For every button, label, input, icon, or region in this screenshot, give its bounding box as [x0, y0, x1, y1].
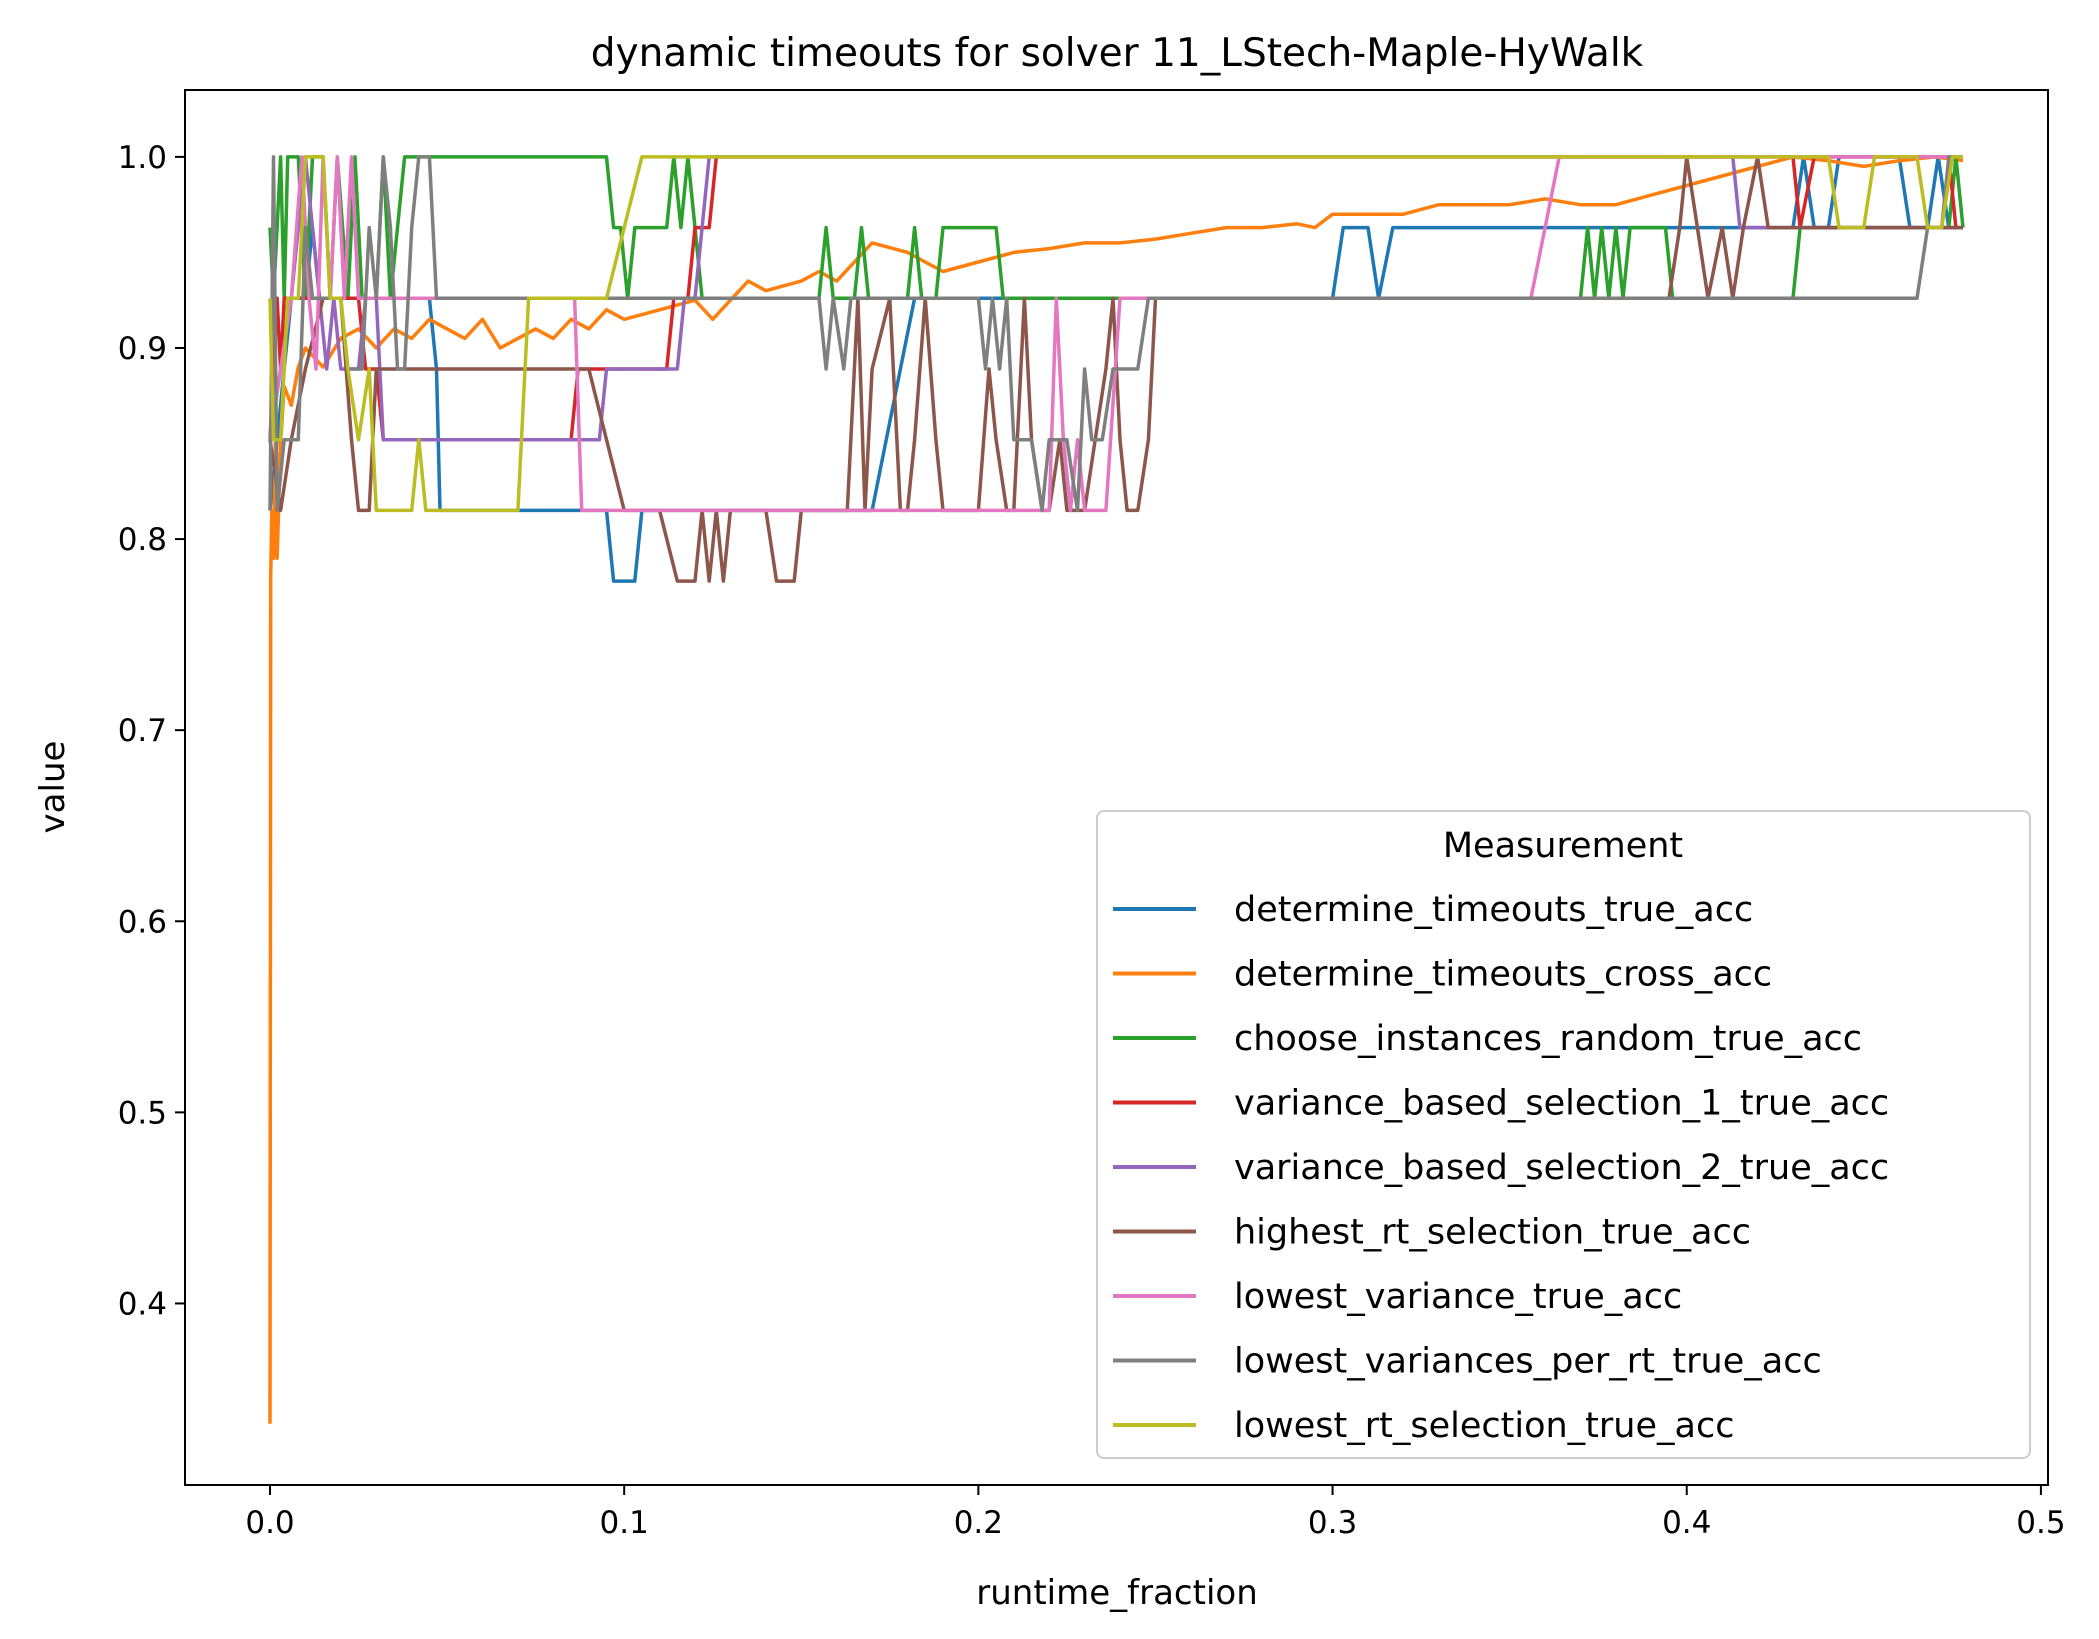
y-tick-label: 0.7	[118, 713, 167, 749]
y-axis: 0.4 0.5 0.6 0.7 0.8 0.9 1.0	[118, 140, 185, 1322]
series-layer	[268, 155, 1965, 1424]
x-tick-label: 0.5	[2016, 1505, 2065, 1541]
legend-label-lowest-variances-per-rt-true-acc: lowest_variances_per_rt_true_acc	[1234, 1342, 1822, 1382]
y-tick-label: 0.6	[118, 904, 167, 940]
y-tick-label: 1.0	[118, 140, 167, 176]
legend-label-lowest-variance-true-acc: lowest_variance_true_acc	[1234, 1277, 1682, 1317]
x-tick-label: 0.0	[245, 1505, 294, 1541]
y-tick-label: 0.4	[118, 1286, 167, 1322]
series-line-lowest-rt-selection-true-acc	[268, 155, 1963, 513]
legend-label-choose-instances-random-true-acc: choose_instances_random_true_acc	[1234, 1019, 1862, 1059]
series-line-lowest-variance-true-acc	[268, 155, 1963, 513]
legend-box	[1096, 810, 2031, 1459]
legend-entries: determine_timeouts_true_acc determine_tim…	[1113, 890, 1889, 1446]
legend-label-variance-based-selection-1-true-acc: variance_based_selection_1_true_acc	[1234, 1084, 1889, 1124]
series-line-determine-timeouts-cross-acc	[268, 155, 1964, 1424]
legend-title: Measurement	[1443, 826, 1683, 866]
chart-title: dynamic timeouts for solver 11_LStech-Ma…	[591, 31, 1644, 76]
y-tick-label: 0.8	[118, 522, 167, 558]
x-axis-label: runtime_fraction	[976, 1573, 1258, 1613]
plot-frame	[184, 89, 2049, 1486]
x-axis: 0.0 0.1 0.2 0.3 0.4 0.5	[245, 1485, 2066, 1541]
legend-label-variance-based-selection-2-true-acc: variance_based_selection_2_true_acc	[1234, 1148, 1889, 1188]
x-tick-label: 0.3	[1308, 1505, 1357, 1541]
y-axis-label: value	[33, 741, 73, 834]
legend: Measurement determine_timeouts_true_accd…	[1096, 810, 2031, 1459]
y-tick-label: 0.5	[118, 1095, 167, 1131]
x-tick-label: 0.2	[954, 1505, 1003, 1541]
legend-label-determine-timeouts-cross-acc: determine_timeouts_cross_acc	[1234, 955, 1772, 995]
y-tick-label: 0.9	[118, 331, 167, 367]
x-tick-label: 0.4	[1662, 1505, 1711, 1541]
legend-label-highest-rt-selection-true-acc: highest_rt_selection_true_acc	[1234, 1213, 1751, 1253]
legend-label-lowest-rt-selection-true-acc: lowest_rt_selection_true_acc	[1234, 1406, 1734, 1446]
legend-label-determine-timeouts-true-acc: determine_timeouts_true_acc	[1234, 890, 1753, 930]
x-tick-label: 0.1	[600, 1505, 649, 1541]
